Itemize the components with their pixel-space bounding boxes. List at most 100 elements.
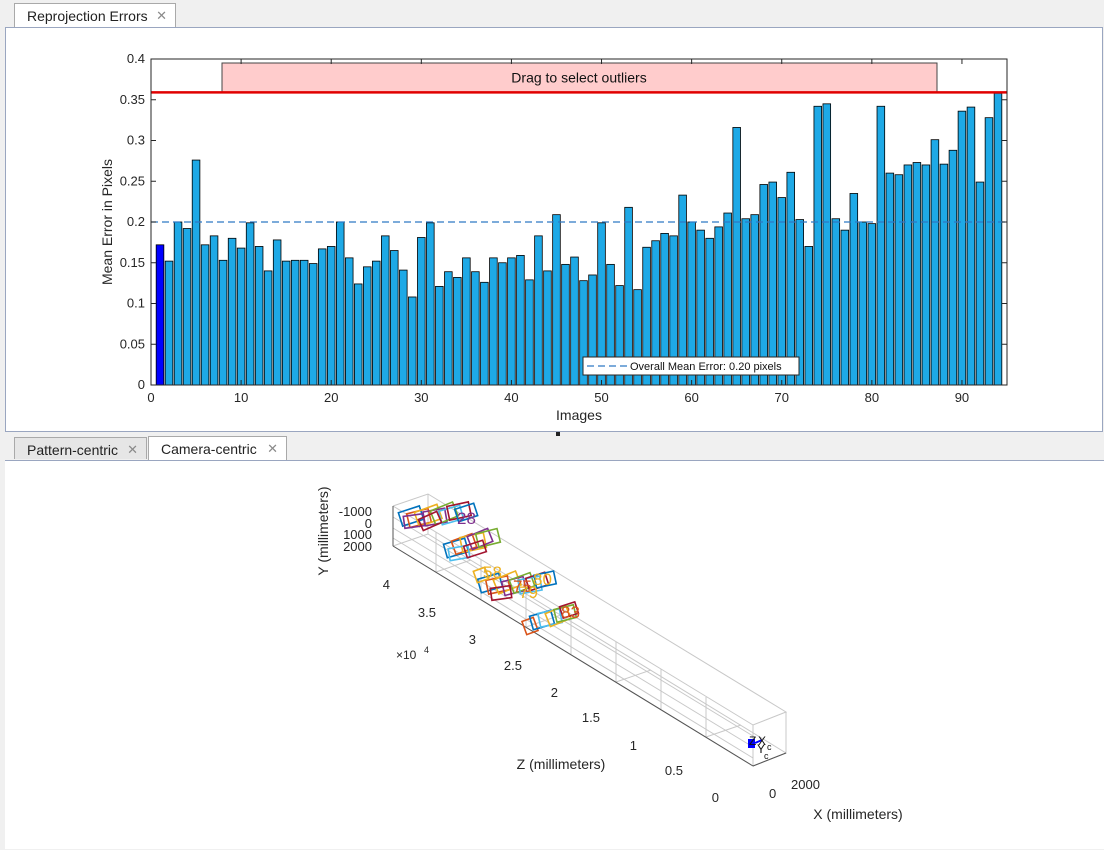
bar-image-75[interactable] [822, 103, 832, 386]
bar-image-79[interactable] [858, 221, 868, 386]
bar-image-90[interactable] [957, 110, 967, 386]
bar-image-14[interactable] [272, 239, 282, 386]
bar-image-31[interactable] [426, 222, 435, 386]
bar-image-65[interactable] [732, 127, 741, 386]
panel-splitter[interactable] [0, 432, 1104, 436]
bar-chart[interactable]: Drag to select outliers 0 10 20 30 40 50 60 70 8… [6, 28, 1102, 431]
tab-camera-centric[interactable]: Camera-centric ✕ [148, 436, 287, 461]
bar-image-89[interactable] [948, 149, 958, 386]
bar-image-84[interactable] [903, 164, 913, 386]
bar-image-71[interactable] [786, 171, 795, 386]
bar-image-47[interactable] [570, 256, 579, 386]
tab-reprojection-errors[interactable]: Reprojection Errors ✕ [14, 3, 176, 28]
bar-image-6[interactable] [200, 244, 210, 386]
bar-image-82[interactable] [885, 172, 895, 386]
bar-image-73[interactable] [804, 246, 813, 386]
bar-image-29[interactable] [408, 296, 417, 386]
x-tick: 2000 [791, 777, 820, 792]
bar-image-16[interactable] [290, 259, 300, 386]
bar-image-43[interactable] [534, 235, 543, 386]
close-icon[interactable]: ✕ [127, 442, 138, 457]
bar-image-33[interactable] [444, 271, 453, 386]
bar-image-92[interactable] [975, 181, 985, 386]
bar-image-3[interactable] [173, 221, 183, 386]
y-tick-label: 0 [138, 377, 145, 392]
tab-label: Reprojection Errors [27, 8, 148, 24]
z-axis-label-3d: Z (millimeters) [517, 756, 606, 772]
bar-image-17[interactable] [299, 259, 309, 386]
top-tab-strip: Reprojection Errors ✕ [0, 0, 1104, 28]
y-tick: 2000 [343, 539, 372, 554]
bar-image-39[interactable] [498, 262, 507, 386]
bar-image-24[interactable] [363, 266, 372, 386]
tab-pattern-centric[interactable]: Pattern-centric ✕ [14, 437, 147, 459]
bar-image-35[interactable] [462, 257, 471, 386]
camera-x-label: X [758, 734, 766, 748]
bar-image-12[interactable] [254, 246, 264, 386]
bar-image-36[interactable] [471, 271, 480, 386]
bar-image-44[interactable] [543, 270, 552, 386]
bar-image-21[interactable] [335, 221, 345, 386]
bar-image-93[interactable] [984, 117, 994, 386]
bar-image-5[interactable] [191, 159, 201, 386]
bar-image-19[interactable] [317, 248, 327, 386]
bar-image-15[interactable] [281, 260, 291, 386]
bar-image-76[interactable] [831, 218, 841, 386]
bar-image-10[interactable] [236, 247, 246, 386]
bar-image-81[interactable] [876, 105, 886, 386]
bar-image-77[interactable] [840, 229, 850, 386]
bar-image-41[interactable] [516, 255, 525, 386]
board-cluster-2 [442, 527, 502, 562]
bar-image-68[interactable] [759, 184, 768, 386]
bar-image-20[interactable] [326, 246, 336, 386]
bar-image-91[interactable] [966, 106, 976, 386]
bar-image-8[interactable] [218, 259, 228, 386]
bar-image-45[interactable] [552, 214, 561, 386]
camera-marker: Z X c Y c [748, 734, 772, 761]
close-icon[interactable]: ✕ [267, 441, 278, 456]
bar-image-1[interactable] [155, 244, 165, 386]
bar-image-22[interactable] [345, 257, 354, 386]
x-tick-label: 80 [865, 390, 879, 405]
bar-image-32[interactable] [435, 285, 444, 386]
bar-image-30[interactable] [417, 237, 426, 386]
bar-image-7[interactable] [209, 235, 219, 386]
close-icon[interactable]: ✕ [156, 8, 167, 23]
y-axis-ticks: -1000 0 1000 2000 [339, 504, 372, 554]
bar-image-18[interactable] [308, 263, 318, 386]
bar-image-28[interactable] [399, 269, 408, 386]
bar-image-88[interactable] [939, 163, 949, 386]
bar-image-46[interactable] [561, 263, 570, 386]
bar-image-69[interactable] [768, 181, 777, 386]
bar-image-74[interactable] [813, 105, 823, 386]
bar-image-40[interactable] [507, 257, 516, 386]
bar-image-11[interactable] [245, 222, 255, 386]
x-tick: 0 [769, 786, 776, 801]
bar-image-13[interactable] [263, 270, 273, 386]
bar-image-27[interactable] [390, 250, 399, 386]
bar-image-87[interactable] [930, 139, 940, 386]
bar-image-25[interactable] [372, 260, 381, 386]
board-cluster-3 [472, 566, 558, 602]
y-tick-label: 0.2 [127, 214, 145, 229]
bar-image-23[interactable] [354, 283, 363, 386]
camera-centric-3d-plot[interactable]: 28 58 80 75 79 83 Z X c Y c -1000 0 1000… [5, 461, 1104, 850]
bar-image-80[interactable] [867, 223, 877, 386]
bar-image-9[interactable] [227, 237, 237, 386]
bar-image-2[interactable] [164, 260, 174, 386]
bar-image-26[interactable] [381, 235, 390, 386]
y-axis-label: Mean Error in Pixels [99, 159, 115, 285]
bar-image-37[interactable] [480, 281, 489, 386]
z-tick: 0 [712, 790, 719, 805]
bar-image-94[interactable] [993, 92, 1003, 386]
bar-image-86[interactable] [921, 164, 931, 386]
bar-image-4[interactable] [182, 228, 192, 386]
bar-image-42[interactable] [525, 279, 534, 386]
bar-image-38[interactable] [489, 257, 498, 386]
bar-image-83[interactable] [894, 174, 904, 386]
pattern-label: 83 [561, 603, 580, 622]
pattern-label: 80 [533, 570, 552, 589]
tab-label: Camera-centric [161, 441, 257, 457]
bar-image-85[interactable] [912, 162, 922, 386]
bar-image-34[interactable] [453, 277, 462, 386]
